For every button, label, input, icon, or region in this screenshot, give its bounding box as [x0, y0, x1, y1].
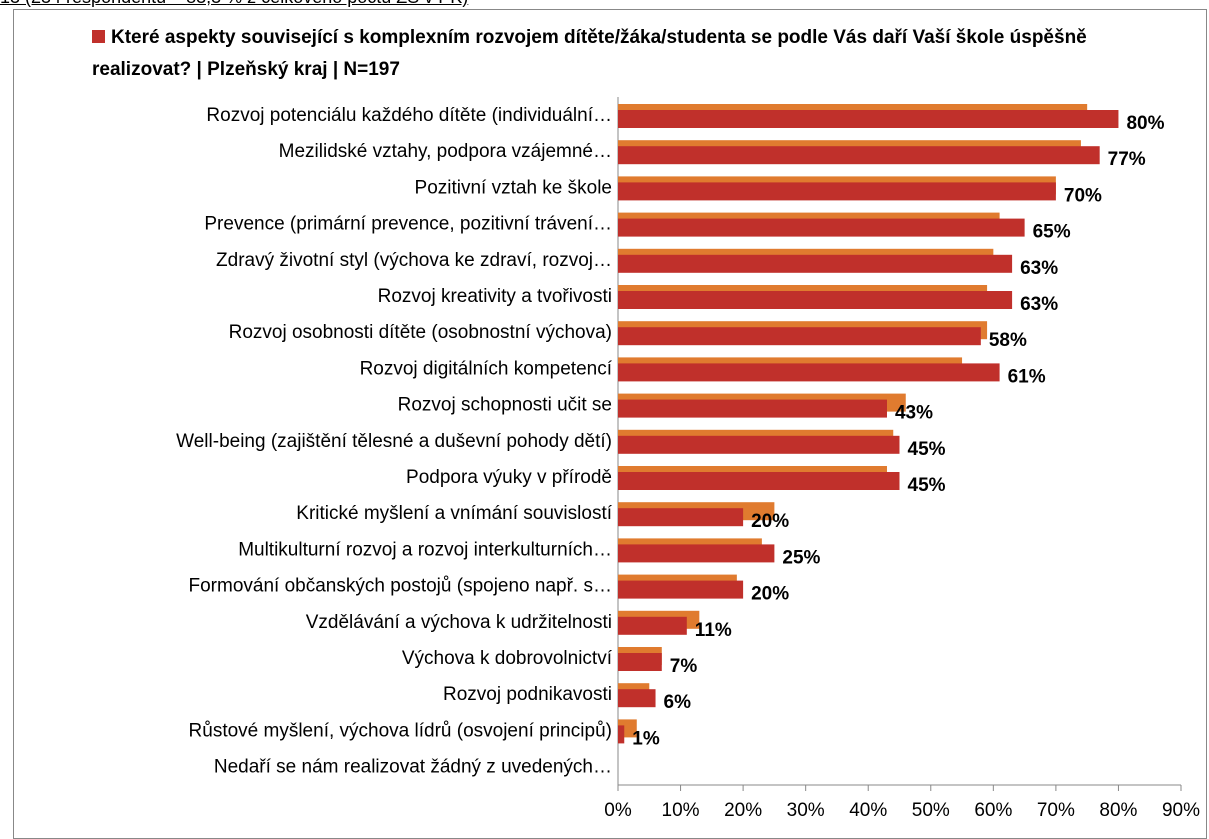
bar [618, 291, 1013, 309]
value-label: 65% [1033, 222, 1071, 243]
value-label: 58% [989, 330, 1027, 351]
value-label: 1% [632, 728, 660, 749]
x-tick-label: 40% [849, 800, 887, 821]
y-tick-label: Well-being (zajištění tělesné a duševní … [176, 431, 612, 452]
bar [618, 110, 1119, 128]
bar [618, 544, 775, 563]
x-tick-label: 10% [662, 800, 700, 821]
y-tick-label: Nedaří se nám realizovat žádný z uvedený… [214, 757, 612, 778]
header-text: 13 (234 respondentů – 83,3 % z celkového… [0, 0, 468, 8]
y-tick-label: Rozvoj potenciálu každého dítěte (indivi… [206, 105, 612, 126]
bar [618, 689, 656, 708]
value-label: 77% [1108, 149, 1146, 170]
value-label: 45% [908, 439, 946, 460]
legend-swatch [92, 30, 105, 43]
y-tick-label: Vzdělávání a výchova k udržitelnosti [306, 612, 612, 633]
y-tick-label: Zdravý životní styl (výchova ke zdraví, … [216, 250, 612, 271]
y-tick-label: Pozitivní vztah ke škole [415, 177, 612, 198]
y-tick-label: Růstové myšlení, výchova lídrů (osvojení… [189, 720, 612, 741]
x-tick-label: 90% [1162, 800, 1200, 821]
y-tick-label: Multikulturní rozvoj a rozvoj interkultu… [238, 539, 612, 560]
legend-label: Které aspekty související s komplexním r… [92, 27, 1087, 80]
bar [618, 399, 887, 418]
legend: Které aspekty související s komplexním r… [92, 22, 1152, 86]
y-tick-label: Rozvoj schopnosti učit se [398, 395, 612, 416]
y-tick-label: Rozvoj podnikavosti [443, 684, 612, 705]
value-label: 20% [751, 584, 789, 605]
bar [618, 472, 900, 490]
value-label: 45% [908, 475, 946, 496]
bar [618, 182, 1056, 201]
value-label: 80% [1126, 113, 1164, 134]
x-tick-label: 20% [724, 800, 762, 821]
value-label: 20% [751, 511, 789, 532]
x-tick-label: 70% [1037, 800, 1075, 821]
y-tick-label: Výchova k dobrovolnictví [402, 648, 613, 669]
bar [618, 616, 687, 635]
y-tick-label: Prevence (primární prevence, pozitivní t… [204, 214, 612, 235]
bar [618, 363, 1000, 382]
x-tick-label: 0% [604, 800, 632, 821]
bar [618, 580, 744, 599]
value-label: 25% [782, 547, 820, 568]
bar [618, 653, 662, 671]
x-tick-label: 80% [1099, 800, 1137, 821]
x-tick-label: 50% [912, 800, 950, 821]
bar [618, 435, 900, 454]
bar [618, 254, 1013, 273]
y-tick-label: Kritické myšlení a vnímání souvislostí [296, 503, 612, 524]
bar [618, 508, 744, 527]
value-label: 63% [1020, 258, 1058, 279]
y-tick-label: Rozvoj kreativity a tvořivosti [378, 286, 612, 307]
x-tick-label: 30% [787, 800, 825, 821]
value-label: 43% [895, 403, 933, 424]
value-label: 11% [695, 620, 732, 641]
bar [618, 725, 625, 744]
y-tick-label: Mezilidské vztahy, podpora vzájemné… [279, 141, 612, 162]
y-tick-label: Rozvoj osobnosti dítěte (osobnostní vých… [229, 322, 612, 343]
x-tick-label: 60% [974, 800, 1012, 821]
bar [618, 327, 981, 346]
value-label: 63% [1020, 294, 1058, 315]
y-tick-label: Podpora výuky v přírodě [406, 467, 612, 488]
y-tick-label: Rozvoj digitálních kompetencí [360, 358, 613, 379]
value-label: 61% [1008, 366, 1046, 387]
y-tick-label: Formování občanských postojů (spojeno na… [189, 576, 613, 597]
value-label: 70% [1064, 185, 1102, 206]
bar [618, 218, 1025, 237]
bar [618, 146, 1100, 165]
value-label: 7% [670, 656, 698, 677]
value-label: 6% [664, 692, 692, 713]
